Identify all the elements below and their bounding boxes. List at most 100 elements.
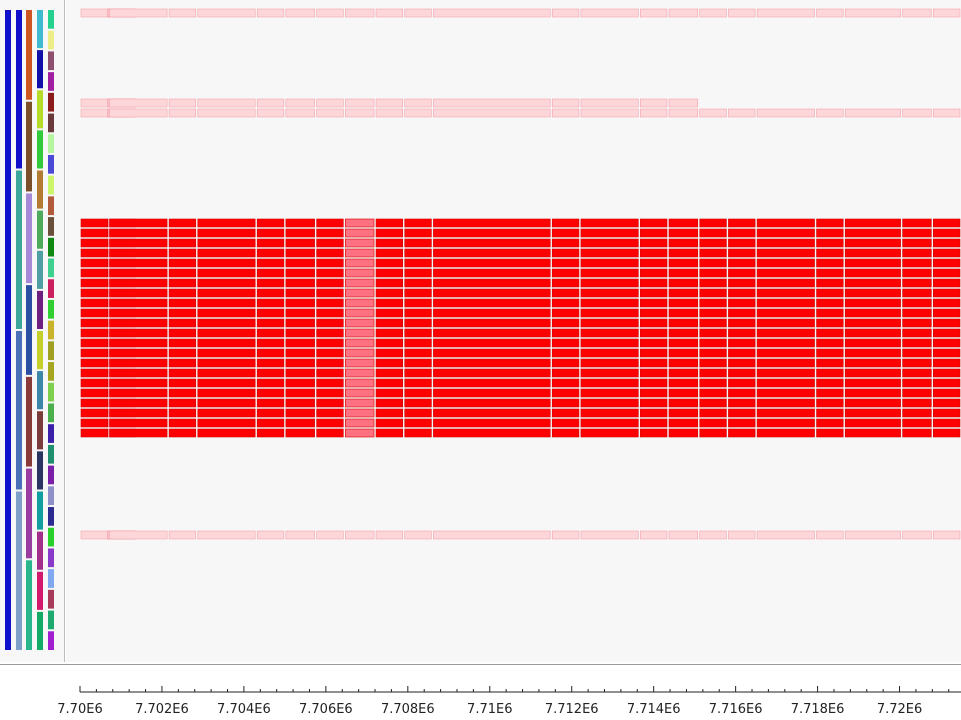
heatmap-cell [256, 238, 285, 248]
heatmap-cell [344, 278, 375, 288]
dendrogram-segment [48, 569, 54, 588]
heatmap-cell [168, 308, 197, 318]
heatmap-cell [728, 248, 756, 258]
heatmap-cell [728, 238, 756, 248]
heatmap-cell [80, 298, 108, 308]
heatmap-cell [168, 278, 197, 288]
heatmap-cell [640, 388, 668, 398]
dendrogram-panel [0, 0, 65, 662]
heatmap-cell [933, 418, 961, 428]
heatmap-cell [256, 308, 285, 318]
dendrogram-segment [37, 411, 43, 450]
heatmap-cell [933, 308, 961, 318]
heatmap-cell [640, 348, 668, 358]
heatmap-cell [404, 8, 432, 18]
heatmap-cell [344, 218, 375, 228]
heatmap-cell [344, 418, 375, 428]
heatmap-cell [844, 398, 901, 408]
heatmap-cell [668, 278, 699, 288]
heatmap-cell [344, 530, 375, 540]
heatmap-cell [197, 318, 256, 328]
x-tick-label: 7.702E6 [135, 702, 189, 717]
heatmap-cell [580, 428, 639, 438]
heatmap-cell [816, 8, 844, 18]
heatmap-cell [285, 408, 315, 418]
heatmap-cell [316, 530, 344, 540]
heatmap-cell [375, 388, 404, 398]
heatmap-cell [256, 328, 285, 338]
heatmap-cell [197, 8, 256, 18]
heatmap-cell [316, 348, 344, 358]
heatmap-cell [344, 378, 375, 388]
heatmap-cell [256, 530, 285, 540]
heatmap-cell [551, 398, 580, 408]
heatmap-cell [728, 8, 756, 18]
heatmap-cell [728, 348, 756, 358]
heatmap-cell [668, 338, 699, 348]
heatmap-cell [844, 258, 901, 268]
heatmap-cell [168, 398, 197, 408]
heatmap-cell [168, 358, 197, 368]
heatmap-cell [816, 278, 844, 288]
heatmap-cell [933, 268, 961, 278]
heatmap-cell [933, 108, 961, 118]
heatmap-cell [168, 388, 197, 398]
heatmap-cell [640, 368, 668, 378]
heatmap-cell [844, 358, 901, 368]
heatmap-cell [756, 530, 815, 540]
heatmap-cell [285, 238, 315, 248]
heatmap-cell [844, 218, 901, 228]
heatmap-cell [816, 108, 844, 118]
heatmap-cell [316, 378, 344, 388]
heatmap-cell [933, 288, 961, 298]
heatmap-cell [933, 378, 961, 388]
heatmap-cell [285, 398, 315, 408]
x-tick-label: 7.716E6 [709, 702, 763, 717]
heatmap-cell [816, 388, 844, 398]
heatmap-cell [285, 308, 315, 318]
heatmap-cell [285, 258, 315, 268]
heatmap-cell [668, 530, 699, 540]
heatmap-cell [580, 278, 639, 288]
heatmap-cell [344, 108, 375, 118]
heatmap-cell [80, 98, 108, 108]
heatmap-cell [844, 248, 901, 258]
heatmap-cell [316, 428, 344, 438]
heatmap-cell [404, 248, 432, 258]
heatmap-cell [316, 228, 344, 238]
heatmap-cell [375, 368, 404, 378]
dendrogram-segment [37, 290, 43, 329]
heatmap-cell [285, 98, 315, 108]
heatmap-cell [375, 308, 404, 318]
heatmap-cell [256, 298, 285, 308]
heatmap-cell [256, 358, 285, 368]
heatmap-cell [344, 388, 375, 398]
dendrogram-segment [26, 376, 32, 467]
heatmap-cell [668, 398, 699, 408]
heatmap-cell [285, 318, 315, 328]
heatmap-cell [344, 318, 375, 328]
plot-area[interactable] [66, 0, 961, 662]
heatmap-cell [844, 530, 901, 540]
heatmap-cell [699, 318, 727, 328]
heatmap-cell [640, 378, 668, 388]
heatmap-cell [902, 228, 932, 238]
heatmap-cell [404, 328, 432, 338]
heatmap-cell [844, 388, 901, 398]
heatmap-cell [580, 408, 639, 418]
dendrogram-segment [26, 285, 32, 375]
heatmap-cell [168, 348, 197, 358]
heatmap-cell [375, 418, 404, 428]
heatmap-cell [256, 108, 285, 118]
heatmap-cell [433, 358, 551, 368]
heatmap-cell [197, 368, 256, 378]
heatmap-cell [433, 378, 551, 388]
heatmap-cell [404, 398, 432, 408]
heatmap-cell [109, 268, 168, 278]
heatmap-cell [580, 398, 639, 408]
dendrogram-segment [48, 320, 54, 340]
heatmap-cell [816, 408, 844, 418]
heatmap-plot [80, 8, 961, 540]
heatmap-cell [668, 248, 699, 258]
heatmap-cell [640, 238, 668, 248]
